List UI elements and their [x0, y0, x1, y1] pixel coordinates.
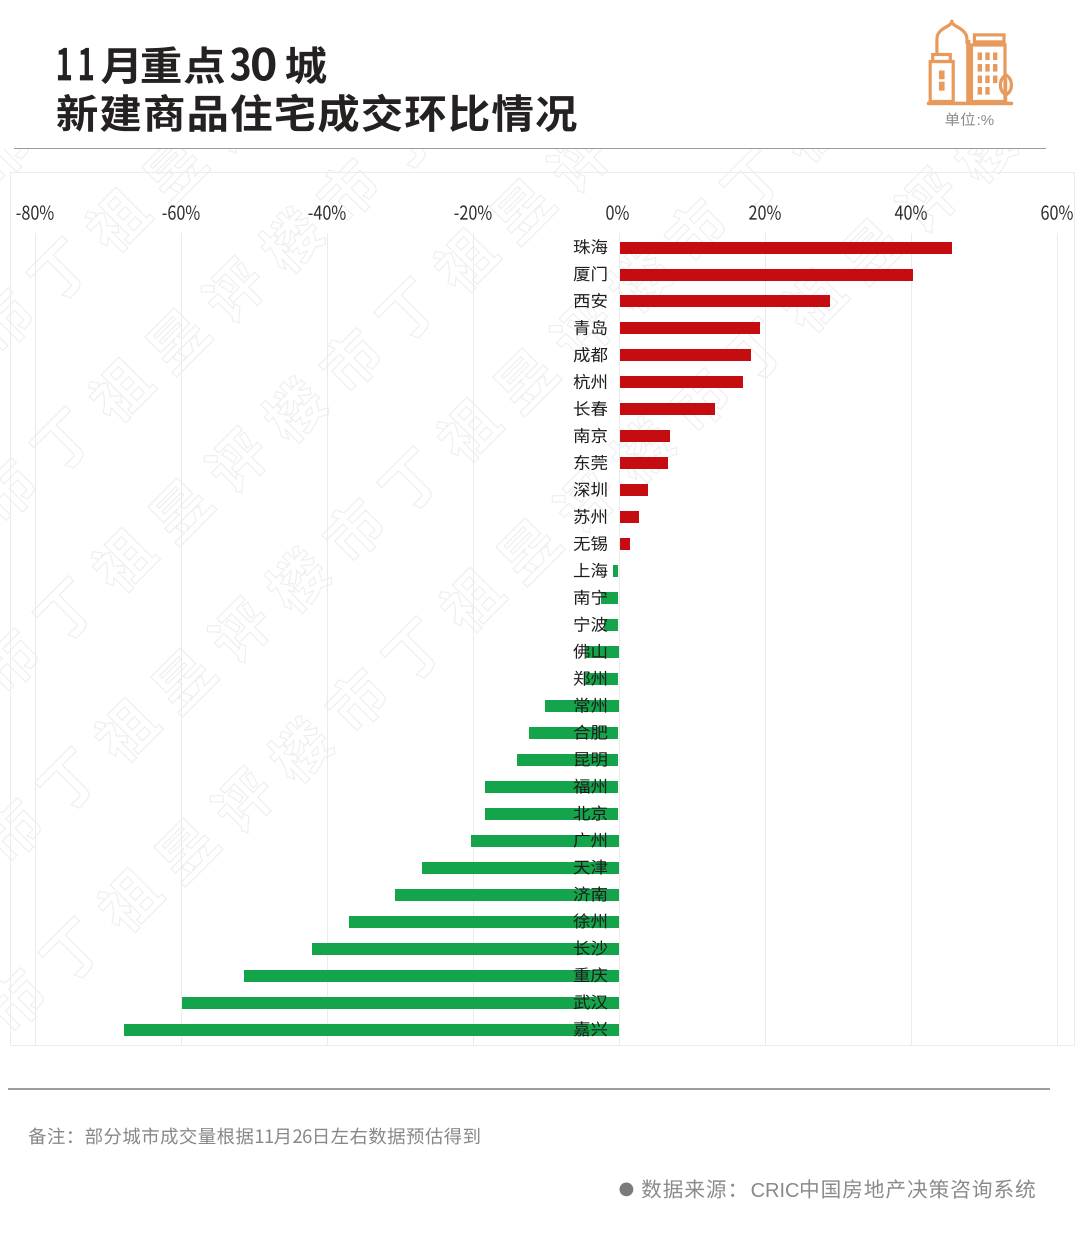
svg-text:CRIC: CRIC — [751, 1180, 800, 1202]
svg-text::%: :% — [977, 112, 995, 129]
